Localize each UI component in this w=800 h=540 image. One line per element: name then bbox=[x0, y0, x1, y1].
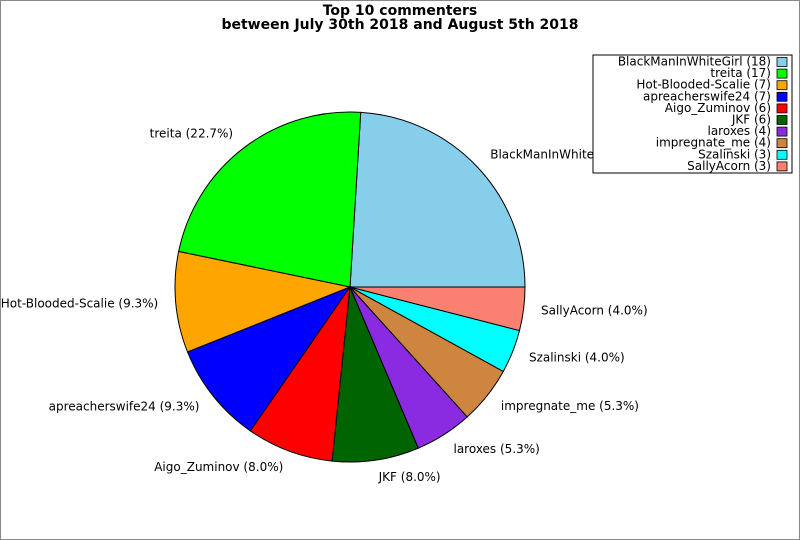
legend-label: laroxes (4) bbox=[707, 124, 771, 138]
legend-swatch bbox=[776, 138, 788, 149]
legend: BlackManInWhiteGirl (18)treita (17)Hot-B… bbox=[592, 54, 793, 174]
slice-label: treita (22.7%) bbox=[150, 127, 233, 141]
legend-swatch bbox=[776, 80, 788, 91]
legend-swatch bbox=[776, 57, 788, 67]
slice-label: JKF (8.0%) bbox=[378, 470, 441, 484]
slice-label: Aigo_Zuminov (8.0%) bbox=[154, 460, 283, 474]
legend-swatch bbox=[776, 126, 788, 137]
legend-label: JKF (6) bbox=[731, 113, 771, 127]
legend-label: Aigo_Zuminov (6) bbox=[665, 101, 771, 115]
slice-label: apreacherswife24 (9.3%) bbox=[49, 399, 200, 413]
legend-label: Hot-Blooded-Scalie (7) bbox=[636, 78, 771, 92]
slice-label: Szalinski (4.0%) bbox=[529, 350, 625, 364]
slice-label: laroxes (5.3%) bbox=[453, 442, 539, 456]
legend-swatch bbox=[776, 68, 788, 79]
legend-swatch bbox=[776, 161, 788, 172]
legend-label: impregnate_me (4) bbox=[656, 136, 771, 150]
pie-slice bbox=[349, 286, 526, 332]
legend-swatch bbox=[776, 91, 788, 102]
pie-slice bbox=[349, 111, 526, 288]
pie-slice bbox=[178, 111, 362, 288]
chart-title: Top 10 commenters bbox=[323, 3, 478, 19]
legend-box bbox=[592, 54, 793, 174]
legend-label: apreacherswife24 (7) bbox=[643, 89, 771, 103]
legend-label: Szalinski (3) bbox=[698, 147, 771, 161]
legend-swatch bbox=[776, 149, 788, 160]
legend-label: SallyAcorn (3) bbox=[687, 159, 771, 173]
slice-label: Hot-Blooded-Scalie (9.3%) bbox=[1, 296, 158, 310]
chart-subtitle: between July 30th 2018 and August 5th 20… bbox=[221, 17, 578, 33]
slice-label: impregnate_me (5.3%) bbox=[501, 399, 639, 413]
legend-swatch bbox=[776, 115, 788, 125]
slice-label: SallyAcorn (4.0%) bbox=[541, 304, 648, 318]
pie-slice bbox=[174, 250, 352, 353]
legend-swatch bbox=[776, 103, 788, 114]
legend-label: treita (17) bbox=[710, 66, 771, 80]
pie-slice bbox=[186, 285, 352, 432]
legend-label: BlackManInWhiteGirl (18) bbox=[618, 55, 771, 69]
